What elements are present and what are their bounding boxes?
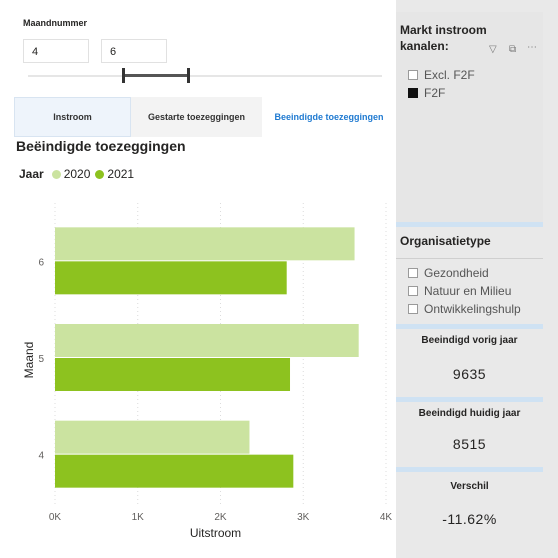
bar-2020-maand-5 (55, 324, 359, 357)
option-f2f[interactable]: F2F (408, 86, 445, 100)
bar-2020-maand-6 (55, 227, 355, 261)
legend-label-2021: 2021 (107, 167, 135, 181)
card-title-vorig-jaar: Beeindigd vorig jaar (421, 335, 518, 346)
slider-track[interactable] (28, 75, 382, 77)
legend-label-2020: 2020 (63, 167, 91, 181)
more-options-icon[interactable]: ⋯ (527, 42, 537, 53)
legend-marker-2021 (95, 169, 105, 179)
markt-slicer-title: Markt instroom kanalen: (400, 23, 487, 53)
range-from-input[interactable]: 4 (23, 39, 89, 63)
panel-divider (396, 324, 543, 329)
card-value-huidig-jaar: 8515 (452, 436, 487, 452)
bar-2021-maand-5 (55, 358, 291, 391)
y-tick-label: 5 (38, 354, 44, 365)
panel-divider (396, 222, 543, 227)
title-underline (396, 258, 543, 259)
x-tick-label: 0K (49, 512, 62, 523)
panel-divider (396, 397, 543, 402)
legend-marker-2020 (51, 169, 61, 179)
checkbox-icon (408, 304, 418, 314)
card-title-verschil: Verschil (450, 481, 489, 492)
organisatie-slicer-title: Organisatietype (400, 234, 491, 248)
focus-mode-icon[interactable]: ⧉ (509, 44, 517, 55)
y-tick-label: 6 (38, 257, 44, 268)
chart-title: Beëindigde toezeggingen (16, 138, 186, 154)
bar-chart: 0K 1K 2K 3K 4K 6 5 4 Uitstroom Maand (22, 203, 393, 540)
y-tick-label: 4 (38, 451, 44, 462)
x-tick-label: 4K (380, 512, 393, 523)
slider-handle-to[interactable] (187, 68, 190, 83)
checkbox-icon (408, 70, 418, 80)
card-value-vorig-jaar: 9635 (452, 366, 487, 382)
chart-legend: Jaar 2020 2021 (19, 167, 134, 181)
bar-2021-maand-6 (55, 261, 287, 295)
card-title-huidig-jaar: Beeindigd huidig jaar (418, 408, 521, 419)
y-axis-title: Maand (22, 342, 36, 379)
legend-title: Jaar (19, 167, 44, 181)
bar-2021-maand-4 (55, 454, 294, 488)
markt-slicer (396, 12, 543, 222)
option-ontwikkelingshulp[interactable]: Ontwikkelingshulp (408, 302, 521, 316)
slider-handle-from[interactable] (122, 68, 125, 83)
x-tick-label: 1K (132, 512, 145, 523)
bar-2020-maand-4 (55, 420, 250, 454)
slicer-title: Maandnummer (23, 18, 88, 28)
checkbox-checked-icon (408, 88, 418, 98)
option-gezondheid[interactable]: Gezondheid (408, 266, 489, 280)
tab-beeindigde-toezeggingen[interactable]: Beeindigde toezeggingen (262, 97, 396, 137)
filter-icon[interactable]: ▽ (489, 44, 497, 55)
option-excl-f2f[interactable]: Excl. F2F (408, 68, 475, 82)
option-natuur-en-milieu[interactable]: Natuur en Milieu (408, 284, 511, 298)
x-axis-title: Uitstroom (190, 526, 241, 540)
slider-range (123, 74, 189, 77)
checkbox-icon (408, 268, 418, 278)
x-tick-label: 2K (214, 512, 227, 523)
checkbox-icon (408, 286, 418, 296)
panel-divider (396, 467, 543, 472)
tab-gestarte-toezeggingen[interactable]: Gestarte toezeggingen (131, 97, 262, 137)
tab-instroom[interactable]: Instroom (14, 97, 131, 137)
card-value-verschil: -11.62% (442, 511, 497, 527)
range-to-input[interactable]: 6 (101, 39, 167, 63)
x-tick-label: 3K (297, 512, 310, 523)
